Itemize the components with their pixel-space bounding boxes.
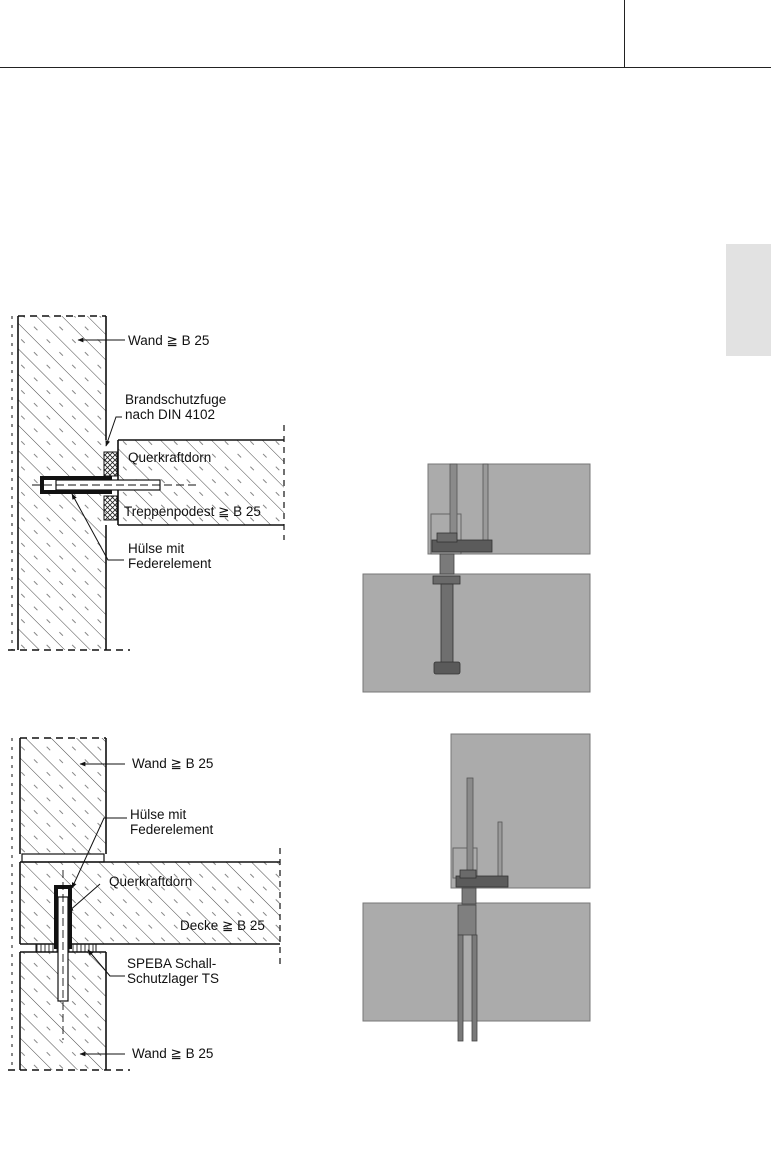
fire-joint-upper (103, 451, 118, 477)
label-landing: Treppenpodest ≧ B 25 (124, 504, 261, 519)
bottom-render-sleeve (457, 904, 477, 936)
label-bottom-sleeve-1: Hülse mit (130, 807, 187, 822)
label-bottom-lower-wall: Wand ≧ B 25 (132, 1046, 213, 1061)
label-bottom-upper-wall: Wand ≧ B 25 (132, 756, 213, 771)
bottom-render-plate (455, 875, 509, 888)
label-bearing-1: SPEBA Schall- (127, 956, 216, 971)
header-divider (624, 0, 625, 68)
top-render-threaded-rod (449, 463, 458, 541)
label-slab: Decke ≧ B 25 (180, 918, 265, 933)
header-rule (0, 67, 771, 68)
label-top-sleeve-1: Hülse mit (128, 541, 185, 556)
bottom-upper-wall (20, 738, 106, 854)
top-render-image (362, 463, 591, 693)
top-render-dowel (440, 583, 454, 665)
label-top-sleeve-2: Federelement (128, 556, 212, 571)
bottom-render-image (362, 733, 591, 1042)
fire-joint-lower (103, 495, 118, 521)
label-bearing-2: Schutzlager TS (127, 971, 219, 986)
label-fire-joint-1: Brandschutzfuge (125, 392, 226, 407)
bottom-render-threaded-rod (466, 777, 474, 875)
label-bottom-sleeve-2: Federelement (130, 822, 214, 837)
label-bottom-dowel: Querkraftdorn (109, 874, 192, 889)
top-section-diagram: Wand ≧ B 25 Brandschutzfuge nach DIN 410… (8, 315, 285, 651)
side-tab (726, 244, 771, 356)
bottom-section-diagram: Wand ≧ B 25 Hülse mit Federelement Querk… (8, 737, 281, 1071)
label-fire-joint-2: nach DIN 4102 (125, 407, 215, 422)
label-top-dowel: Querkraftdorn (128, 450, 211, 465)
label-top-wall: Wand ≧ B 25 (128, 333, 209, 348)
top-render-plate (431, 539, 493, 553)
